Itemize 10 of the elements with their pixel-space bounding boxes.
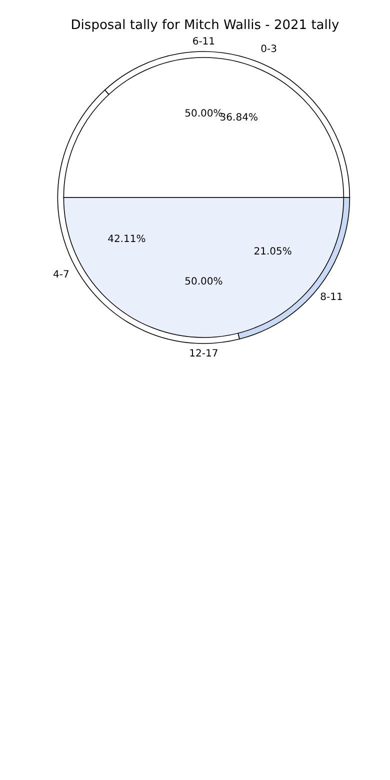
slice-label: 12-17 — [189, 348, 218, 360]
data-label: 21.05% — [254, 246, 292, 258]
slice-label: 6-11 — [192, 36, 216, 48]
chart-title: Disposal tally for Mitch Wallis - 2021 tally — [70, 18, 340, 33]
slice-label: 4-7 — [53, 270, 70, 281]
data-label: 50.00% — [184, 108, 223, 120]
data-label: 50.00% — [184, 276, 223, 288]
slice-label: 8-11 — [320, 292, 343, 303]
slice-label: 0-3 — [260, 44, 277, 56]
data-label: 42.11% — [108, 234, 146, 246]
